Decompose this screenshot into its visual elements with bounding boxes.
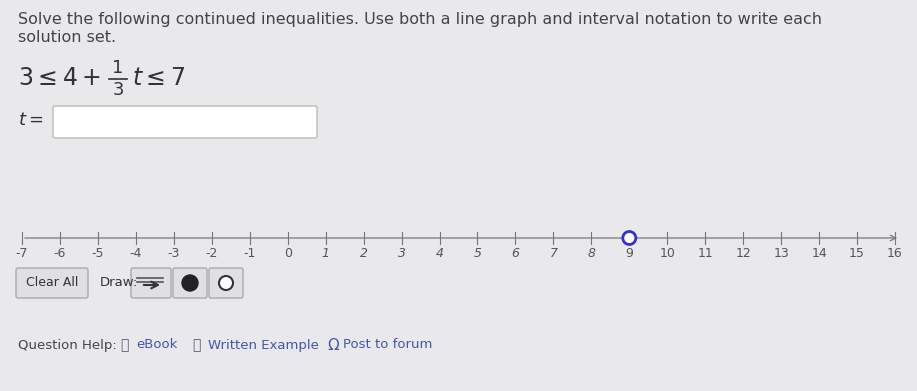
Text: 7: 7 [549,247,558,260]
FancyBboxPatch shape [209,268,243,298]
FancyBboxPatch shape [53,106,317,138]
Text: -1: -1 [244,247,256,260]
Text: $t \leq 7$: $t \leq 7$ [132,66,185,90]
Text: 16: 16 [887,247,903,260]
Text: 3: 3 [398,247,405,260]
Text: $t =$: $t =$ [18,111,44,129]
Text: 5: 5 [473,247,481,260]
Text: Written Example: Written Example [208,339,319,352]
Text: Post to forum: Post to forum [343,339,433,352]
Text: -2: -2 [205,247,218,260]
FancyBboxPatch shape [173,268,207,298]
Text: 9: 9 [625,247,634,260]
Text: -3: -3 [168,247,180,260]
Text: 1: 1 [322,247,329,260]
Text: 6: 6 [512,247,519,260]
Text: 15: 15 [849,247,865,260]
Text: 1: 1 [112,59,124,77]
FancyBboxPatch shape [131,268,171,298]
Circle shape [623,231,635,244]
Text: Clear All: Clear All [26,276,78,289]
Text: 2: 2 [359,247,368,260]
Text: Solve the following continued inequalities. Use both a line graph and interval n: Solve the following continued inequaliti… [18,12,822,27]
Text: -7: -7 [16,247,28,260]
Text: 12: 12 [735,247,751,260]
Text: eBook: eBook [136,339,177,352]
Text: 10: 10 [659,247,675,260]
Text: -5: -5 [92,247,105,260]
Text: 8: 8 [588,247,595,260]
Text: -6: -6 [54,247,66,260]
Text: 14: 14 [812,247,827,260]
Text: Draw:: Draw: [100,276,138,289]
Circle shape [182,275,198,291]
Text: 3: 3 [112,81,124,99]
Text: Question Help:: Question Help: [18,339,116,352]
Text: $3 \leq 4 +$: $3 \leq 4 +$ [18,66,101,90]
Circle shape [219,276,233,290]
Text: 13: 13 [773,247,789,260]
Text: 🗎: 🗎 [120,338,128,352]
Text: 0: 0 [283,247,292,260]
Text: solution set.: solution set. [18,30,116,45]
Text: 4: 4 [436,247,444,260]
Text: -4: -4 [129,247,142,260]
FancyBboxPatch shape [16,268,88,298]
Text: 🗎: 🗎 [192,338,201,352]
Text: 11: 11 [697,247,713,260]
Text: Ω: Ω [327,337,338,353]
